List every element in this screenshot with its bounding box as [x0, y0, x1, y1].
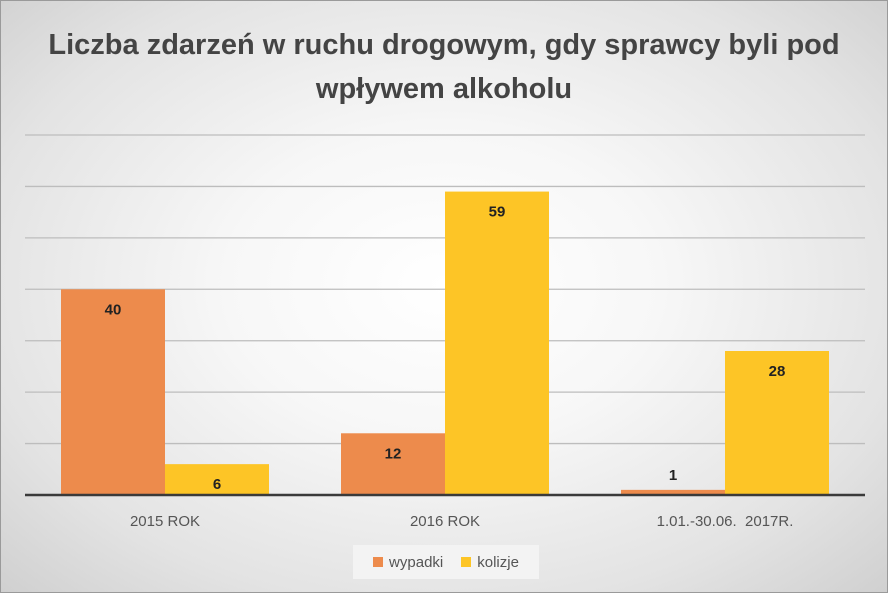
chart-title: Liczba zdarzeń w ruchu drogowym, gdy spr…	[48, 29, 840, 105]
x-tick-label-2016-rok: 2016 ROK	[410, 513, 480, 530]
data-label-kolizje-1-01-30-06-2017r: 28	[769, 363, 786, 380]
data-label-wypadki-1-01-30-06-2017r: 1	[669, 467, 677, 484]
legend-label-kolizje: kolizje	[477, 553, 519, 571]
legend-swatch-wypadki	[373, 557, 384, 567]
bar-wypadki-2016-rok	[341, 433, 445, 495]
bar-wypadki-2015-rok	[61, 289, 165, 495]
legend-label-wypadki: wypadki	[389, 553, 444, 571]
bar-wypadki-1-01-30-06-2017r	[621, 489, 725, 495]
bar-kolizje-2015-rok	[165, 464, 269, 495]
data-label-wypadki-2016-rok: 12	[385, 445, 402, 462]
bar-kolizje-1-01-30-06-2017r	[725, 351, 829, 495]
x-tick-label-1-01-30-06-2017r: 1.01.-30.06. 2017R.	[657, 513, 794, 530]
bar-kolizje-2016-rok	[445, 191, 549, 496]
bars	[61, 191, 829, 496]
x-tick-label-2015-rok: 2015 ROK	[130, 513, 200, 530]
legend-item-wypadki: wypadki	[373, 554, 443, 571]
legend-swatch-kolizje	[461, 557, 472, 567]
data-labels: 40 6 12 59 1 28	[105, 204, 786, 494]
legend-item-kolizje: kolizje	[461, 554, 519, 571]
data-label-kolizje-2015-rok: 6	[213, 476, 221, 493]
x-axis-tick-labels: 2015 ROK 2016 ROK 1.01.-30.06. 2017R.	[130, 513, 793, 530]
chart-legend: wypadki kolizje	[353, 545, 539, 579]
data-label-kolizje-2016-rok: 59	[489, 204, 506, 221]
data-label-wypadki-2015-rok: 40	[105, 301, 122, 318]
